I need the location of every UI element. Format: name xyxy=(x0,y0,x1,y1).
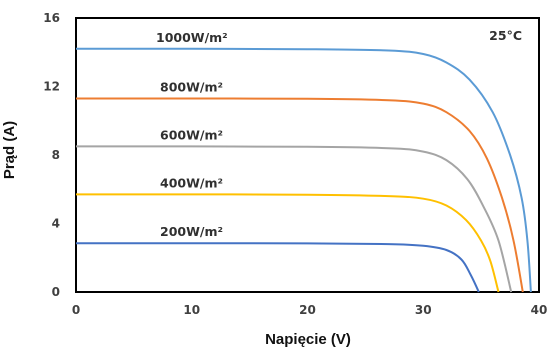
series-line xyxy=(75,145,513,293)
series-line xyxy=(76,242,480,293)
x-tick-labels: 0 10 20 30 40 xyxy=(72,303,548,317)
x-tick-label: 30 xyxy=(415,303,432,317)
x-tick-label: 0 xyxy=(72,303,80,317)
x-tick-label: 20 xyxy=(299,303,316,317)
y-tick-label: 12 xyxy=(43,80,60,94)
series-labels: 1000W/m² 800W/m² 600W/m² 400W/m² 200W/m² xyxy=(156,30,228,239)
y-tick-label: 4 xyxy=(52,217,60,231)
y-tick-labels: 0 4 8 12 16 xyxy=(43,11,60,299)
x-tick-label: 10 xyxy=(183,303,200,317)
y-tick-label: 8 xyxy=(52,148,60,162)
series-label: 1000W/m² xyxy=(156,30,228,45)
series-label: 800W/m² xyxy=(160,79,223,94)
series-label: 600W/m² xyxy=(160,127,223,142)
plot-frame xyxy=(75,17,540,293)
x-tick-label: 40 xyxy=(531,303,548,317)
series-label: 200W/m² xyxy=(160,224,223,239)
series-line xyxy=(75,97,524,293)
y-tick-label: 0 xyxy=(52,285,60,299)
temperature-annotation: 25°C xyxy=(489,28,522,43)
series-lines xyxy=(75,47,532,293)
series-line xyxy=(75,193,500,293)
series-line xyxy=(76,47,532,293)
x-axis-title: Napięcie (V) xyxy=(265,331,351,348)
series-label: 400W/m² xyxy=(160,175,223,190)
y-axis-title: Prąd (A) xyxy=(1,121,18,179)
y-tick-label: 16 xyxy=(43,11,60,25)
